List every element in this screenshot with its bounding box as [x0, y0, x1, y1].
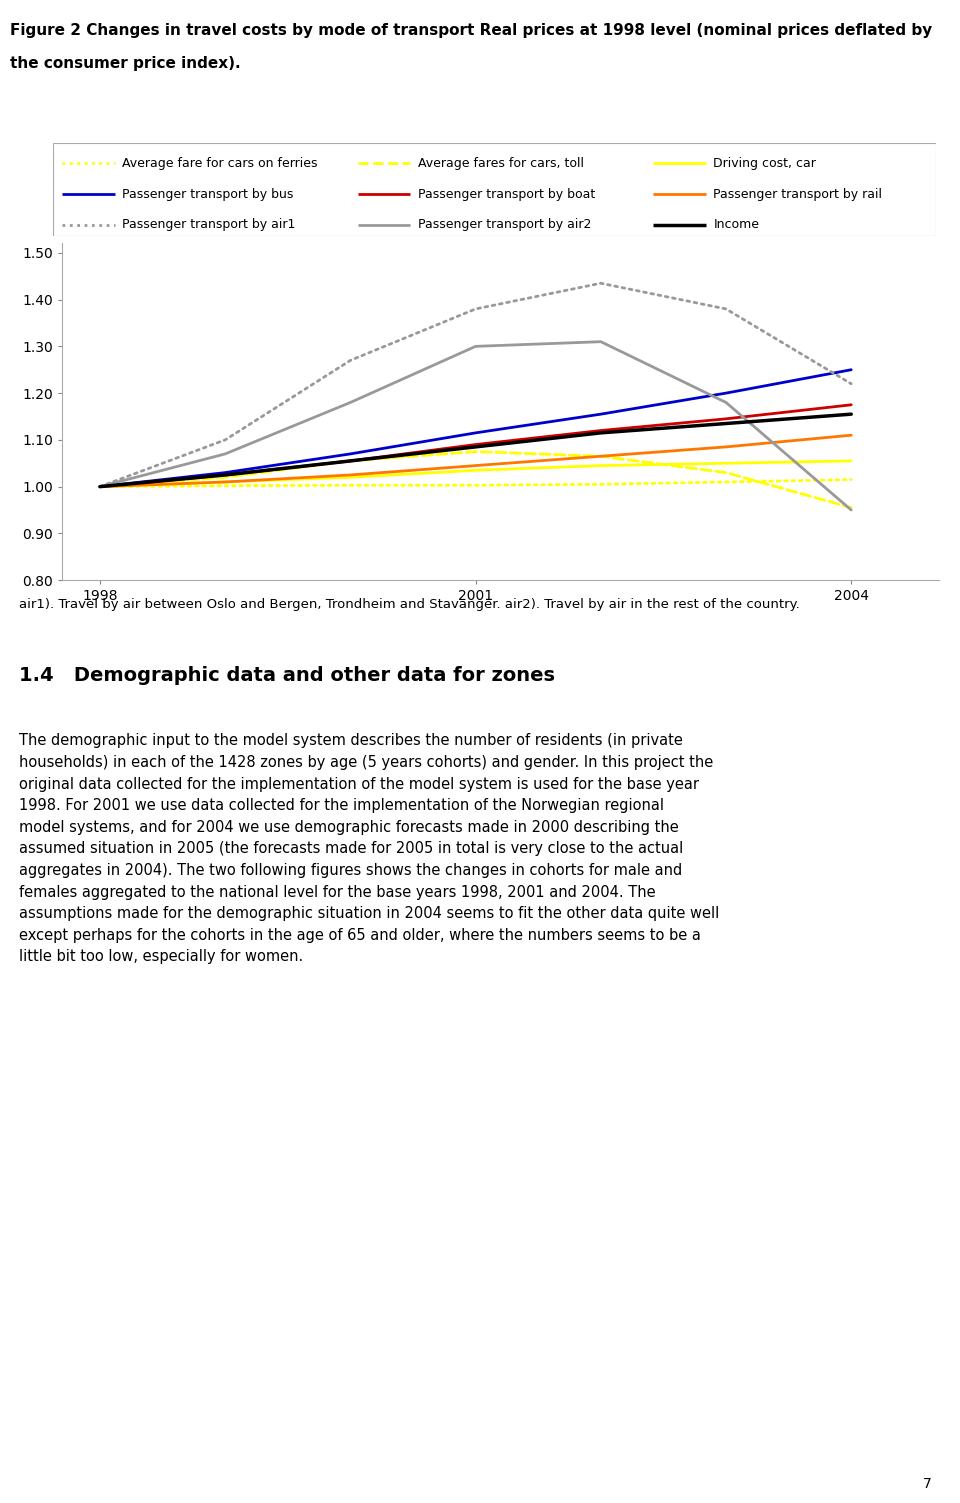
Text: Passenger transport by bus: Passenger transport by bus: [122, 188, 293, 200]
Text: Driving cost, car: Driving cost, car: [713, 156, 816, 170]
Text: Passenger transport by air2: Passenger transport by air2: [418, 218, 591, 231]
Text: Figure 2 Changes in travel costs by mode of transport Real prices at 1998 level : Figure 2 Changes in travel costs by mode…: [10, 23, 932, 38]
Text: Passenger transport by rail: Passenger transport by rail: [713, 188, 882, 200]
Text: 1.4   Demographic data and other data for zones: 1.4 Demographic data and other data for …: [19, 666, 555, 685]
Text: The demographic input to the model system describes the number of residents (in : The demographic input to the model syste…: [19, 733, 719, 965]
Text: air1). Travel by air between Oslo and Bergen, Trondheim and Stavanger. air2). Tr: air1). Travel by air between Oslo and Be…: [19, 598, 800, 612]
Text: Passenger transport by boat: Passenger transport by boat: [418, 188, 595, 200]
Text: Average fare for cars on ferries: Average fare for cars on ferries: [122, 156, 317, 170]
Text: Income: Income: [713, 218, 759, 231]
Text: Passenger transport by air1: Passenger transport by air1: [122, 218, 295, 231]
Text: 7: 7: [923, 1477, 931, 1491]
Text: the consumer price index).: the consumer price index).: [10, 56, 240, 71]
Text: Average fares for cars, toll: Average fares for cars, toll: [418, 156, 584, 170]
